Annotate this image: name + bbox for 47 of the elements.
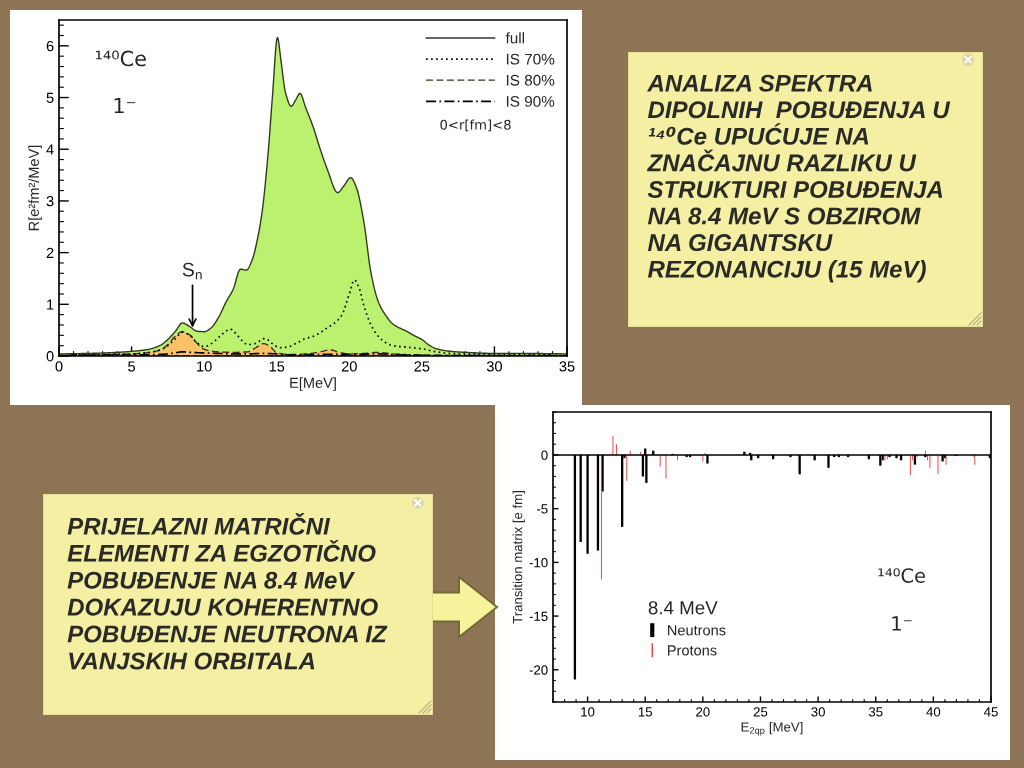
y-axis-title: R[e²fm²/MeV] bbox=[28, 145, 42, 231]
y-tick-label: 0 bbox=[541, 450, 548, 460]
x-tick-label: 35 bbox=[559, 361, 575, 372]
x-tick-label: 15 bbox=[269, 361, 285, 372]
x-tick-label: 20 bbox=[341, 361, 357, 372]
annotation: S$_{n}$ bbox=[182, 262, 202, 280]
x-tick-label: 25 bbox=[753, 707, 768, 717]
legend-label: IS 90% bbox=[506, 95, 555, 107]
x-axis-title: E[MeV] bbox=[290, 377, 336, 391]
legend-label: Neutrons bbox=[668, 625, 726, 636]
y-tick-label: -10 bbox=[529, 557, 548, 568]
y-tick-label: -5 bbox=[536, 504, 548, 514]
legend-title: 8.4 MeV bbox=[648, 601, 718, 615]
x-tick-label: 20 bbox=[696, 707, 710, 717]
x-tick-label: 10 bbox=[197, 361, 212, 372]
x-tick-label: 5 bbox=[128, 361, 136, 372]
y-tick-label: 5 bbox=[46, 92, 54, 103]
annotation: ¹⁴⁰Ce bbox=[95, 50, 146, 67]
y-tick-label: 1 bbox=[47, 299, 54, 310]
legend-label: full bbox=[505, 32, 525, 44]
legend-label: Protons bbox=[668, 645, 717, 656]
annotation: 1⁻ bbox=[114, 97, 136, 114]
y-tick-label: 4 bbox=[46, 144, 54, 155]
legend-label: IS 80% bbox=[506, 74, 555, 86]
x-tick-label: 40 bbox=[926, 707, 941, 717]
x-tick-label: 45 bbox=[983, 707, 998, 717]
annotation: 0<r[fm]<8 bbox=[440, 119, 511, 132]
y-tick-label: 2 bbox=[46, 247, 54, 258]
x-tick-label: 30 bbox=[811, 707, 825, 717]
x-axis-title: E$_{2qp}$ [MeV] bbox=[741, 721, 803, 736]
y-tick-label: 6 bbox=[46, 40, 54, 52]
annotation: 1⁻ bbox=[892, 616, 912, 631]
x-tick-label: 35 bbox=[868, 707, 883, 717]
x-tick-label: 10 bbox=[581, 707, 595, 717]
annotation: ¹⁴⁰Ce bbox=[878, 568, 926, 583]
y-tick-label: -15 bbox=[529, 611, 548, 621]
y-axis-title: Transition matrix [e fm] bbox=[512, 491, 525, 624]
text: ANALIZA SPEKTRA DIPOLNIH POBUĐENJA U ¹⁴⁰Ce UPUĆUJE NA ZNAČAJNU RAZLIKU U STRUKTURI POBUĐENJA NA 8.4 MeV S OBZIROM NA GIGANTSKU REZONANCIJU (15 MeV) bbox=[646, 74, 951, 283]
x-tick-label: 25 bbox=[414, 361, 430, 372]
legend-label: IS 70% bbox=[506, 53, 555, 65]
y-tick-label: 3 bbox=[46, 196, 54, 207]
text: PRIJELAZNI MATRIČNI ELEMENTI ZA EGZOTIČNO POBUĐENJE NA 8.4 MeV DOKAZUJU KOHERENTNO POBUĐENJE NEUTRONA IZ VANJSKIH ORBITALA bbox=[67, 513, 388, 670]
x-tick-label: 0 bbox=[55, 361, 63, 372]
y-tick-label: -20 bbox=[529, 665, 548, 675]
x-tick-label: 30 bbox=[486, 361, 502, 372]
y-tick-label: 0 bbox=[46, 351, 54, 362]
x-tick-label: 15 bbox=[638, 707, 652, 717]
